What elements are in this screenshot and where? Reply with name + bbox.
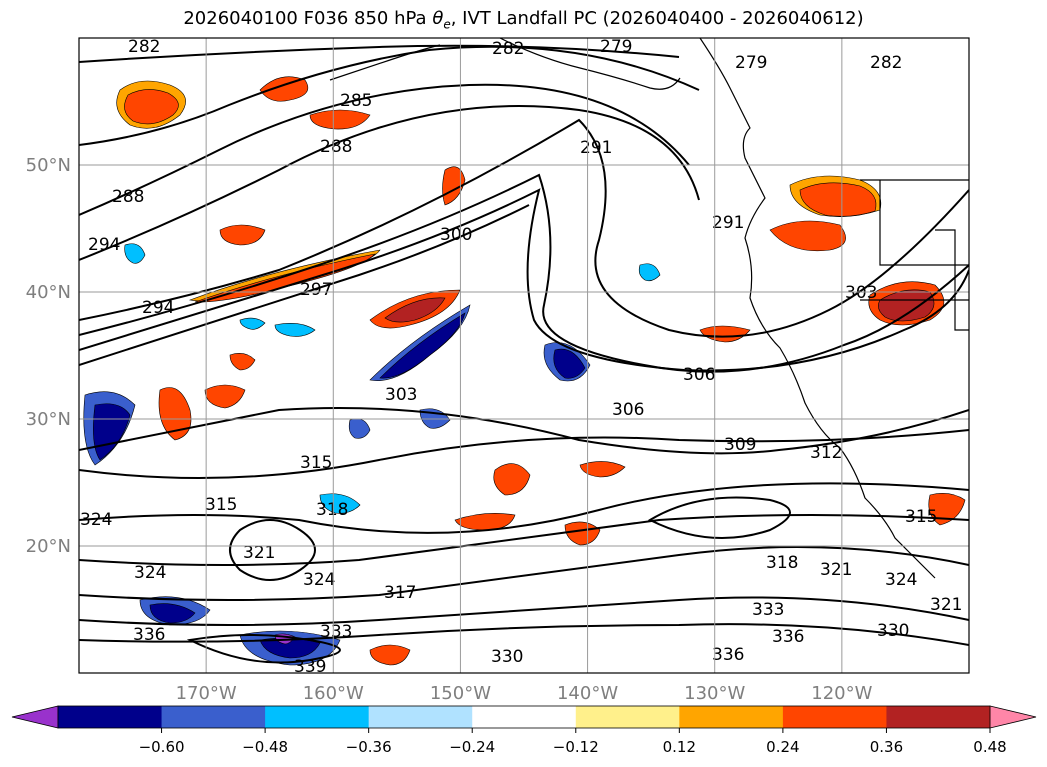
contour-label: 291 bbox=[580, 138, 612, 158]
contour-label: 309 bbox=[724, 435, 756, 455]
contour-label: 321 bbox=[930, 595, 962, 615]
contour-label: 318 bbox=[766, 553, 798, 573]
contour-label: 306 bbox=[612, 400, 644, 420]
contour-label: 288 bbox=[112, 187, 144, 207]
latitude-tick-labels: 20°N 30°N 40°N 50°N bbox=[26, 155, 71, 557]
contour-label: 318 bbox=[316, 500, 348, 520]
contour-label: 279 bbox=[600, 37, 632, 57]
contour-label: 294 bbox=[142, 298, 174, 318]
longitude-tick-label: 160°W bbox=[303, 683, 364, 704]
contour-label: 317 bbox=[384, 583, 416, 603]
longitude-tick-label: 140°W bbox=[557, 683, 618, 704]
contour-label: 294 bbox=[88, 235, 120, 255]
latitude-tick-label: 30°N bbox=[26, 409, 71, 430]
contour-label: 324 bbox=[134, 563, 166, 583]
contour-label: 312 bbox=[810, 443, 842, 463]
longitude-tick-label: 150°W bbox=[430, 683, 491, 704]
contour-label: 339 bbox=[294, 657, 326, 677]
colorbar-tick-label: −0.12 bbox=[553, 738, 599, 756]
colorbar-segment bbox=[58, 706, 163, 728]
contour-label: 285 bbox=[340, 91, 372, 111]
colorbar-segment bbox=[265, 706, 370, 728]
latitude-tick-label: 50°N bbox=[26, 155, 71, 176]
colorbar-tick-label: −0.36 bbox=[346, 738, 392, 756]
colorbar-segment bbox=[679, 706, 784, 728]
contour-label: 333 bbox=[320, 622, 352, 642]
colorbar-segment bbox=[886, 706, 991, 728]
colorbar-tick-label: −0.24 bbox=[449, 738, 495, 756]
contour-label: 306 bbox=[683, 365, 715, 385]
map-area bbox=[79, 38, 969, 673]
contour-label: 324 bbox=[80, 510, 112, 530]
coastlines bbox=[329, 38, 969, 579]
longitude-tick-label: 120°W bbox=[811, 683, 872, 704]
contour-label: 324 bbox=[885, 570, 917, 590]
colorbar-tick-label: −0.60 bbox=[139, 738, 185, 756]
contour-label: 303 bbox=[845, 283, 877, 303]
contour-label: 297 bbox=[300, 280, 332, 300]
contour-label: 336 bbox=[712, 645, 744, 665]
colorbar-tick-label: 0.24 bbox=[766, 738, 799, 756]
colorbar: −0.60 −0.48 −0.36 −0.24 −0.12 0.12 0.24 0.36 0.4… bbox=[11, 705, 1037, 756]
contour-label: 315 bbox=[300, 453, 332, 473]
colorbar-under-extension bbox=[11, 705, 59, 729]
contour-label: 291 bbox=[712, 213, 744, 233]
contour-label: 288 bbox=[320, 137, 352, 157]
colorbar-segment bbox=[472, 706, 577, 728]
theta-e-contours bbox=[79, 44, 969, 664]
colorbar-tick-label: −0.48 bbox=[242, 738, 288, 756]
contour-label: 321 bbox=[820, 560, 852, 580]
colorbar-tick-label: 0.12 bbox=[663, 738, 696, 756]
contour-label: 279 bbox=[735, 53, 767, 73]
contour-label: 282 bbox=[492, 39, 524, 59]
longitude-tick-label: 170°W bbox=[176, 683, 237, 704]
colorbar-frame bbox=[57, 705, 991, 729]
contour-label: 315 bbox=[205, 495, 237, 515]
contour-labels: 282 282 279 282 285 288 291 288 294 291 … bbox=[80, 37, 962, 677]
contour-label: 282 bbox=[128, 37, 160, 57]
contour-label: 336 bbox=[133, 625, 165, 645]
colorbar-segment bbox=[782, 706, 887, 728]
latitude-tick-label: 40°N bbox=[26, 282, 71, 303]
colorbar-segment bbox=[161, 706, 266, 728]
latitude-tick-label: 20°N bbox=[26, 536, 71, 557]
contour-label: 324 bbox=[303, 570, 335, 590]
colorbar-segment bbox=[368, 706, 473, 728]
map-frame bbox=[78, 37, 970, 674]
contour-label: 315 bbox=[905, 507, 937, 527]
colorbar-segment bbox=[575, 706, 680, 728]
longitude-tick-labels: 170°W 160°W 150°W 140°W 130°W 120°W bbox=[176, 683, 873, 704]
contour-label: 336 bbox=[772, 627, 804, 647]
contour-label: 282 bbox=[870, 53, 902, 73]
contour-label: 300 bbox=[440, 225, 472, 245]
map-title: 2026040100 F036 850 hPa θe, IVT Landfall… bbox=[183, 8, 864, 32]
contour-label: 321 bbox=[243, 543, 275, 563]
contour-label: 303 bbox=[385, 385, 417, 405]
colorbar-tick-label: 0.36 bbox=[870, 738, 903, 756]
gridlines bbox=[79, 38, 969, 673]
contour-label: 330 bbox=[491, 647, 523, 667]
longitude-tick-label: 130°W bbox=[684, 683, 745, 704]
colorbar-tick-label: 0.48 bbox=[973, 738, 1006, 756]
colorbar-over-extension bbox=[989, 705, 1037, 729]
contour-label: 330 bbox=[877, 621, 909, 641]
contour-label: 333 bbox=[752, 600, 784, 620]
